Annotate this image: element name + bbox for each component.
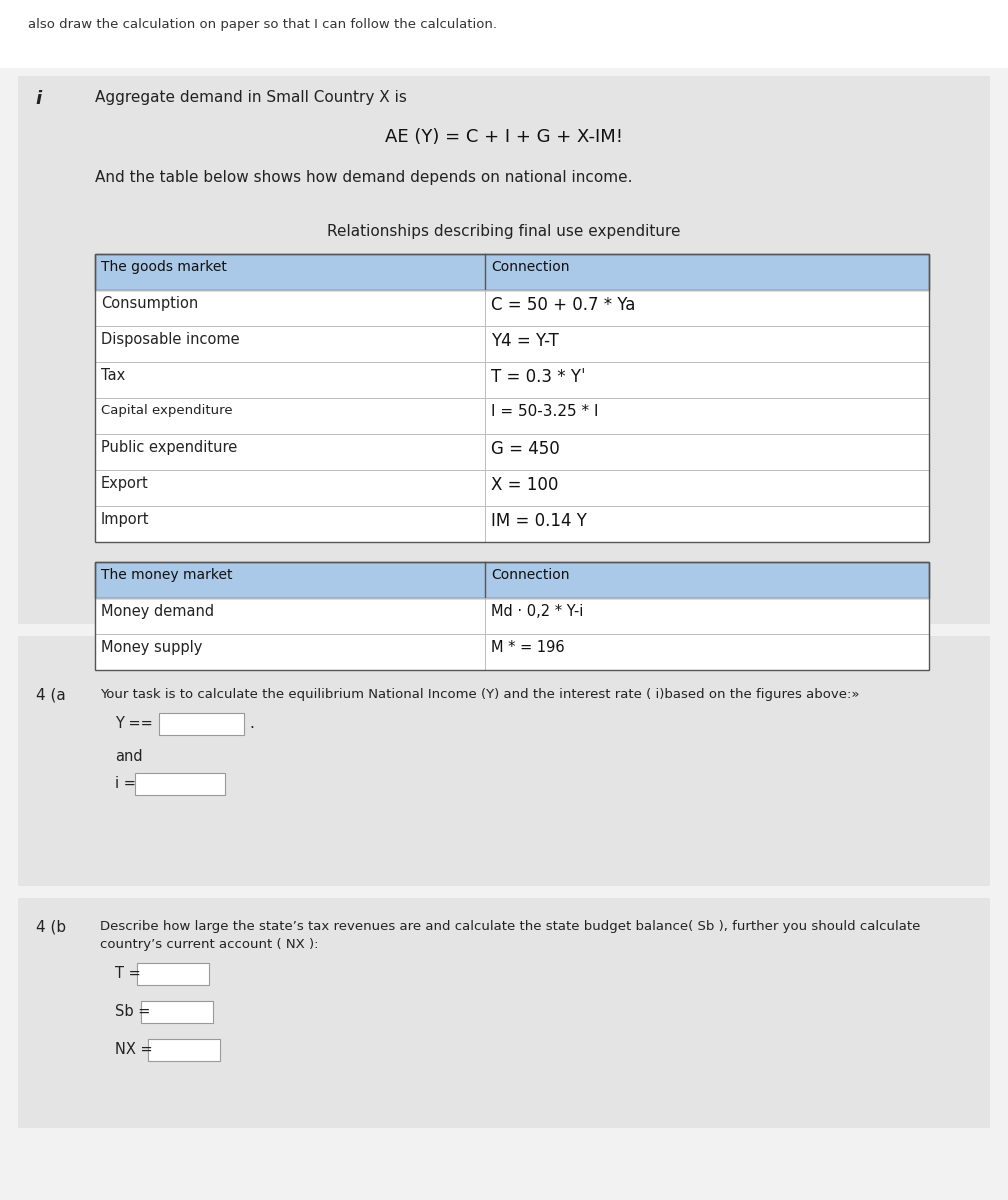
Bar [137,962,209,985]
Bar [95,506,929,542]
Bar [95,562,929,598]
Text: Connection: Connection [491,568,570,582]
Text: i: i [35,90,41,108]
Bar [18,76,990,624]
Text: country’s current account ( NX ):: country’s current account ( NX ): [100,938,319,950]
Text: Disposable income: Disposable income [101,332,240,347]
Bar [95,562,929,670]
Text: Y ==: Y == [115,716,153,731]
Text: NX =: NX = [115,1042,152,1057]
Bar [95,362,929,398]
Bar [0,0,1008,68]
Text: C = 50 + 0.7 * Ya: C = 50 + 0.7 * Ya [491,296,635,314]
Bar [95,562,929,598]
Bar [95,398,929,434]
Text: Import: Import [101,512,149,527]
Text: T = 0.3 * Yˈ: T = 0.3 * Yˈ [491,368,586,386]
Text: G = 450: G = 450 [491,440,559,458]
Text: Capital expenditure: Capital expenditure [101,404,233,416]
Text: T =: T = [115,966,141,982]
Text: Money supply: Money supply [101,640,203,655]
Bar [18,636,990,886]
Text: Sb =: Sb = [115,1004,150,1019]
Text: 4 (b: 4 (b [36,920,67,935]
Text: The goods market: The goods market [101,260,227,274]
Bar [159,713,244,734]
Text: Connection: Connection [491,260,570,274]
Bar [95,470,929,506]
Text: 4 (a: 4 (a [36,688,66,703]
Bar [141,1001,213,1022]
Bar [18,898,990,1128]
Text: AE (Y) = C + I + G + X-IM!: AE (Y) = C + I + G + X-IM! [385,128,623,146]
Text: Public expenditure: Public expenditure [101,440,237,455]
Bar [95,434,929,470]
Text: .: . [249,716,254,731]
Text: Relationships describing final use expenditure: Relationships describing final use expen… [328,224,680,239]
Text: And the table below shows how demand depends on national income.: And the table below shows how demand dep… [95,170,632,185]
Bar [95,254,929,290]
Text: Aggregate demand in Small Country X is: Aggregate demand in Small Country X is [95,90,407,104]
Bar [95,254,929,542]
Text: Export: Export [101,476,149,491]
Text: X = 100: X = 100 [491,476,558,494]
Text: I = 50-3.25 * I: I = 50-3.25 * I [491,404,599,419]
Bar [95,634,929,670]
Bar [95,290,929,326]
Text: M * = 196: M * = 196 [491,640,564,655]
Bar [95,598,929,634]
Text: i =: i = [115,776,136,791]
Bar [95,326,929,362]
Text: Describe how large the state’s tax revenues are and calculate the state budget b: Describe how large the state’s tax reven… [100,920,920,934]
Bar [135,773,225,794]
Text: and: and [115,749,142,764]
Text: Your task is to calculate the equilibrium National Income (Y) and the interest r: Your task is to calculate the equilibriu… [100,688,860,701]
Bar [95,254,929,290]
Bar [148,1039,220,1061]
Text: Md · 0,2 * Y-i: Md · 0,2 * Y-i [491,604,584,619]
Text: IM = 0.14 Y: IM = 0.14 Y [491,512,587,530]
Text: Y4 = Y-T: Y4 = Y-T [491,332,558,350]
Text: also draw the calculation on paper so that I can follow the calculation.: also draw the calculation on paper so th… [28,18,497,31]
Text: Tax: Tax [101,368,125,383]
Text: Consumption: Consumption [101,296,199,311]
Text: The money market: The money market [101,568,233,582]
Text: Money demand: Money demand [101,604,214,619]
